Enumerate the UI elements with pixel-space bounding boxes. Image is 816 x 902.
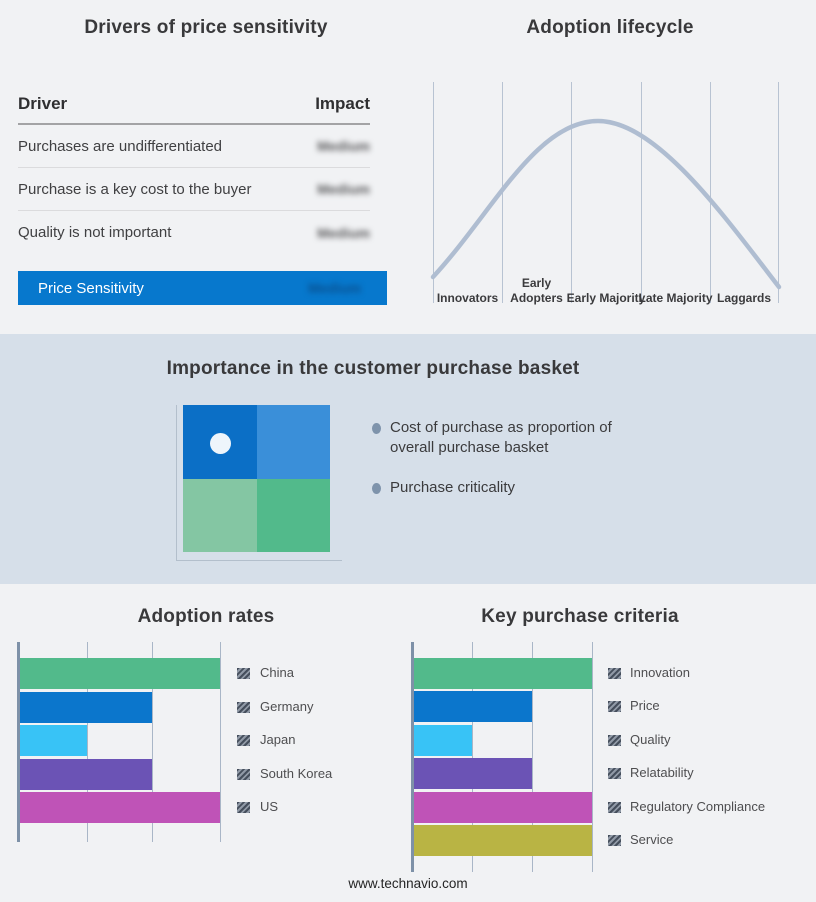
- legend-swatch: [608, 801, 621, 813]
- price-sensitivity-row: Price Sensitivity Medium: [18, 271, 387, 305]
- bar-germany: [20, 691, 152, 723]
- chart-gridline: [152, 642, 153, 842]
- lifecycle-bell-curve: [430, 118, 782, 290]
- basket-bullets: Cost of purchase as proportion of overal…: [372, 418, 630, 518]
- legend-swatch: [608, 734, 621, 746]
- stage-label: Early Adopters: [510, 276, 563, 305]
- bar-us: [20, 792, 220, 823]
- legend-label: Regulatory Compliance: [630, 798, 766, 814]
- legend-swatch: [608, 668, 621, 679]
- legend-label: Relatability: [630, 765, 694, 781]
- quadrant-x-axis: [176, 560, 342, 561]
- driver-column-header: Driver: [18, 94, 68, 113]
- price-sensitivity-impact-redacted: Medium: [308, 280, 361, 296]
- legend-label: South Korea: [260, 765, 333, 781]
- y-axis-line: [411, 642, 414, 872]
- lifecycle-gridline: [433, 82, 434, 303]
- lifecycle-gridline: [641, 82, 642, 303]
- impact-cell-redacted: Medium: [317, 224, 370, 241]
- bar-price: [414, 691, 532, 723]
- table-row: Quality is not important Medium: [18, 211, 370, 254]
- website-footer: www.technavio.com: [348, 876, 468, 891]
- bullet-item: Cost of purchase as proportion of overal…: [372, 418, 630, 458]
- bullet-text: Cost of purchase as proportion of overal…: [390, 419, 612, 456]
- adoption-rates-title: Adoption rates: [137, 606, 275, 627]
- bar-relatability: [414, 758, 532, 790]
- key-purchase-criteria-title: Key purchase criteria: [481, 606, 679, 627]
- stage-label: Innovators: [436, 291, 499, 305]
- driver-cell: Quality is not important: [18, 224, 172, 241]
- bar-regulatory-compliance: [414, 791, 592, 823]
- table-row: Purchases are undifferentiated Medium: [18, 125, 370, 168]
- drivers-table-rows: Purchases are undifferentiated Medium Purc…: [18, 125, 370, 254]
- bar-innovation: [414, 658, 592, 689]
- quadrant-bottom-right: [256, 478, 330, 552]
- chart-gridline: [87, 642, 88, 842]
- chart-gridline: [220, 642, 221, 842]
- legend-label: Service: [630, 832, 674, 847]
- bullet-text: Purchase criticality: [390, 479, 516, 496]
- legend-swatch: [237, 735, 250, 746]
- y-axis-line: [17, 642, 20, 842]
- bottom-charts-section: Adoption rates Key purchase criteria Chi…: [0, 584, 816, 902]
- lifecycle-panel-title: Adoption lifecycle: [526, 17, 694, 38]
- legend-swatch: [237, 701, 250, 713]
- lifecycle-gridline: [710, 82, 711, 303]
- legend-swatch: [237, 802, 250, 813]
- basket-panel-title: Importance in the customer purchase bask…: [166, 358, 580, 379]
- drivers-panel-title: Drivers of price sensitivity: [84, 17, 328, 38]
- legend-swatch: [237, 668, 250, 679]
- bar-japan: [20, 725, 87, 756]
- bullet-item: Purchase criticality: [372, 478, 630, 498]
- stage-label: Late Majority: [638, 291, 713, 305]
- driver-cell: Purchases are undifferentiated: [18, 137, 223, 155]
- bar-service: [414, 825, 592, 856]
- adoption-rates-chart: China Germany Japan South Korea US: [0, 584, 408, 902]
- bullet-icon: [372, 483, 381, 494]
- quadrant-top-right: [256, 405, 330, 479]
- purchase-basket-quadrant: [183, 405, 330, 552]
- quadrant-y-axis: [176, 405, 177, 561]
- bar-china: [20, 658, 220, 689]
- price-sensitivity-label: Price Sensitivity: [38, 279, 144, 297]
- legend-swatch: [237, 768, 250, 780]
- legend-label: China: [260, 665, 294, 680]
- legend-swatch: [608, 835, 621, 846]
- legend-label: Innovation: [630, 665, 690, 680]
- driver-cell: Purchase is a key cost to the buyer: [18, 180, 252, 198]
- legend-swatch: [608, 768, 621, 780]
- impact-cell-redacted: Medium: [317, 181, 370, 197]
- legend-label: Japan: [260, 732, 296, 747]
- impact-column-header: Impact: [315, 94, 370, 113]
- quadrant-position-dot: [210, 433, 231, 454]
- legend-label: US: [260, 799, 279, 814]
- table-row: Purchase is a key cost to the buyer Mediu…: [18, 168, 370, 211]
- stage-label: Laggards: [716, 291, 771, 305]
- chart-gridline: [592, 642, 593, 872]
- quadrant-bottom-left: [183, 478, 257, 552]
- chart-gridline: [472, 642, 473, 872]
- key-purchase-criteria-chart: Innovation Price Quality Relatability Regula…: [0, 584, 816, 902]
- legend-swatch: [608, 701, 621, 713]
- legend-label: Quality: [630, 731, 671, 747]
- drivers-table-header: Driver Impact: [18, 94, 370, 125]
- legend-label: Price: [630, 698, 660, 714]
- bar-quality: [414, 724, 472, 756]
- lifecycle-chart: Innovators Early Adopters Early Majority La…: [408, 0, 816, 334]
- lifecycle-gridline: [778, 82, 779, 303]
- bar-south-korea: [20, 758, 152, 790]
- stage-label: Early Majority: [566, 291, 646, 305]
- bullet-icon: [372, 423, 381, 434]
- impact-cell-redacted: Medium: [317, 138, 370, 154]
- lifecycle-gridline: [571, 82, 572, 303]
- legend-label: Germany: [260, 698, 314, 714]
- chart-gridline: [532, 642, 533, 872]
- purchase-basket-band: Importance in the customer purchase bask…: [0, 334, 816, 584]
